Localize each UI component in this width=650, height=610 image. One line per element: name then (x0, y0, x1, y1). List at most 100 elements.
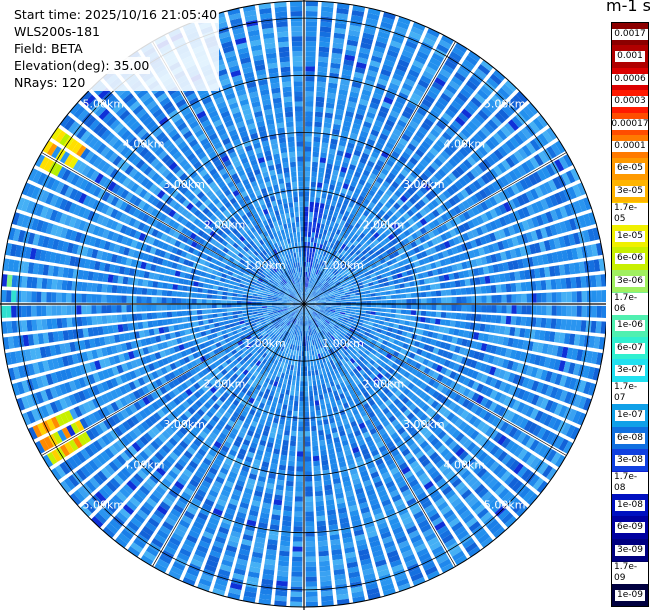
ppi-gate (349, 250, 355, 257)
ppi-gate (353, 385, 360, 393)
ppi-gate (406, 474, 417, 484)
ppi-gate (521, 404, 530, 416)
ppi-gate (220, 368, 228, 376)
ppi-gate (119, 507, 131, 519)
ppi-gate (410, 360, 418, 368)
ppi-gate (369, 289, 376, 294)
ppi-gate (362, 568, 375, 576)
ppi-gate (314, 126, 322, 133)
ppi-gate (77, 434, 87, 446)
ppi-gate (285, 342, 289, 348)
ppi-gate (376, 159, 385, 168)
ppi-gate (532, 424, 542, 437)
ppi-gate (352, 368, 359, 375)
ppi-gate (322, 351, 327, 358)
ppi-gate (207, 358, 214, 365)
ppi-gate (535, 200, 545, 212)
ppi-gate (393, 339, 400, 346)
ppi-gate (489, 522, 503, 535)
ppi-gate (396, 159, 405, 168)
ppi-gate (456, 304, 462, 312)
ppi-gate (473, 133, 484, 144)
ppi-gate (470, 259, 478, 268)
ppi-gate (467, 50, 481, 62)
ppi-gate (263, 371, 269, 378)
ppi-gate (427, 369, 435, 377)
ppi-gate (98, 508, 111, 521)
ppi-gate (495, 284, 502, 293)
ppi-gate (310, 420, 317, 427)
ppi-gate (59, 444, 70, 457)
ppi-gate (315, 307, 321, 310)
ppi-gate (563, 234, 571, 247)
ppi-gate (483, 411, 492, 422)
ppi-gate (477, 109, 489, 121)
ppi-gate (256, 373, 263, 380)
ppi-gate (325, 326, 331, 332)
ppi-gate (170, 565, 184, 576)
ppi-gate (31, 408, 41, 422)
ppi-gate (290, 435, 297, 442)
ppi-gate (357, 439, 366, 447)
ppi-gate (289, 328, 293, 334)
ppi-gate (353, 286, 360, 291)
ppi-gate (160, 366, 168, 375)
ppi-gate (331, 327, 337, 333)
ppi-gate (431, 52, 444, 63)
ppi-gate (168, 381, 176, 389)
ppi-gate (385, 331, 392, 337)
ppi-gate (339, 230, 345, 237)
ppi-gate (505, 139, 516, 152)
ppi-gate (374, 436, 382, 444)
ppi-gate (273, 448, 281, 455)
ppi-gate (204, 341, 211, 348)
ppi-gate (449, 344, 456, 352)
ppi-gate (379, 333, 386, 340)
ppi-gate (237, 553, 249, 561)
ppi-gate (403, 408, 412, 417)
ppi-gate (519, 270, 526, 280)
ppi-gate (320, 239, 325, 245)
ppi-gate (421, 195, 430, 205)
ppi-gate (370, 296, 377, 301)
ppi-gate (317, 248, 322, 255)
ppi-gate (317, 264, 321, 271)
ppi-gate (475, 394, 485, 405)
ppi-gate (501, 453, 512, 466)
ppi-gate (261, 507, 271, 514)
ppi-gate (332, 346, 338, 352)
ppi-gate (64, 477, 76, 491)
ppi-gate (336, 420, 343, 427)
ppi-gate (323, 314, 329, 318)
ppi-gate (177, 552, 190, 562)
ppi-gate (354, 315, 360, 319)
ppi-gate (315, 338, 319, 344)
ppi-gate (263, 497, 272, 504)
ppi-gate (335, 300, 342, 303)
ppi-gate (384, 399, 393, 407)
ppi-gate (387, 375, 395, 383)
ppi-gate (218, 407, 226, 415)
ppi-gate (306, 261, 309, 268)
ppi-gate (435, 139, 446, 149)
ppi-gate (293, 405, 299, 412)
ppi-gate (354, 222, 361, 229)
ppi-gate (340, 130, 349, 138)
ppi-gate (308, 309, 312, 314)
ppi-gate (394, 210, 402, 219)
ppi-gate (305, 292, 308, 298)
ppi-gate (305, 330, 308, 337)
ppi-gate (478, 247, 485, 256)
ppi-gate (497, 434, 507, 446)
ppi-gate (186, 483, 197, 492)
ppi-gate (177, 367, 185, 375)
ppi-gate (540, 369, 548, 381)
ppi-gate (573, 334, 581, 346)
ppi-gate (444, 281, 451, 289)
ppi-gate (320, 404, 326, 410)
ppi-gate (232, 330, 238, 335)
ppi-gate (294, 345, 298, 351)
ppi-gate (327, 158, 334, 165)
ppi-gate (356, 492, 366, 500)
ppi-gate (359, 130, 369, 138)
